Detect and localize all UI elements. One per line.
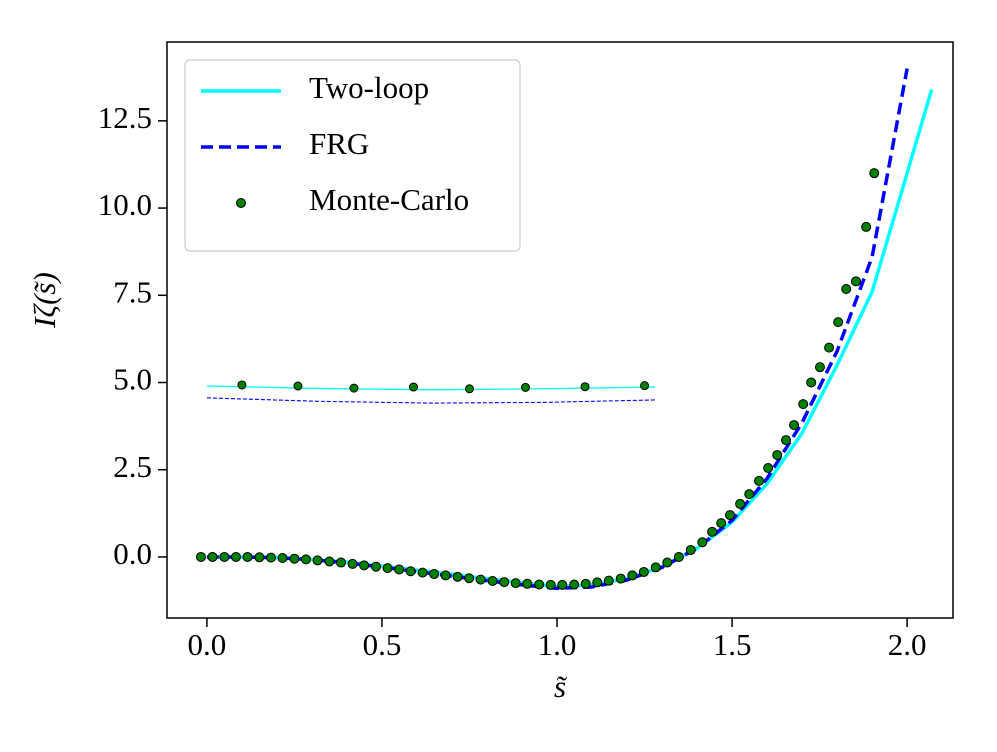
series-line [206, 397, 656, 404]
data-point [861, 221, 872, 232]
y-tick-label: 12.5 [98, 100, 152, 135]
data-point [824, 342, 835, 353]
data-point [408, 382, 418, 392]
plot-frame [166, 41, 954, 619]
data-point [650, 562, 661, 573]
data-point [685, 544, 696, 555]
data-point [851, 276, 862, 287]
data-point [382, 563, 393, 574]
data-point [336, 557, 347, 568]
data-point [293, 381, 303, 391]
legend-swatch [236, 198, 246, 208]
data-point [662, 557, 673, 568]
data-point [603, 575, 614, 586]
data-point [640, 381, 650, 391]
data-point [754, 475, 765, 486]
data-point [429, 569, 440, 580]
data-point [254, 552, 265, 563]
y-tick-label: 0.0 [113, 536, 152, 571]
y-tick-label: 5.0 [113, 362, 152, 397]
x-tick-label: 1.0 [538, 627, 577, 662]
x-tick-label: 0.0 [188, 627, 227, 662]
data-point [499, 577, 510, 588]
data-point [580, 382, 590, 392]
data-point [300, 554, 311, 565]
data-point [265, 552, 276, 563]
y-tick-label: 7.5 [113, 274, 152, 309]
data-point [510, 578, 521, 589]
data-point [724, 510, 735, 521]
data-point [349, 383, 359, 393]
data-point [312, 555, 323, 566]
data-point [464, 384, 474, 394]
data-point [545, 579, 556, 590]
data-point [869, 168, 880, 179]
data-point [716, 518, 727, 529]
data-point [475, 574, 486, 585]
legend-label: Two-loop [309, 70, 429, 105]
data-point [487, 576, 498, 587]
legend-box [184, 59, 521, 252]
data-point [521, 382, 531, 392]
data-point [324, 556, 335, 567]
data-point [592, 577, 603, 588]
data-point [230, 551, 241, 562]
data-point [237, 380, 247, 390]
data-point [580, 578, 591, 589]
data-point [789, 420, 800, 431]
data-point [744, 489, 755, 500]
data-point [405, 566, 416, 577]
data-point [814, 362, 825, 373]
data-point [277, 552, 288, 563]
data-point [347, 558, 358, 569]
legend-label: FRG [309, 126, 369, 161]
data-point [371, 561, 382, 572]
data-point [697, 537, 708, 548]
x-tick-label: 1.5 [713, 627, 752, 662]
data-point [833, 317, 844, 328]
data-point [289, 553, 300, 564]
data-point [638, 566, 649, 577]
data-point [534, 579, 545, 590]
data-point [359, 560, 370, 571]
x-axis-label: s̃ [554, 669, 568, 704]
y-tick-label: 2.5 [113, 449, 152, 484]
data-point [707, 526, 718, 537]
data-point [841, 284, 852, 295]
data-point [522, 578, 533, 589]
data-point [557, 579, 568, 590]
data-point [673, 551, 684, 562]
series-line [206, 385, 656, 391]
data-point [452, 571, 463, 582]
data-point [569, 579, 580, 590]
data-point [735, 498, 746, 509]
y-axis-label: Iζ(s̃) [27, 272, 62, 329]
y-tick-label: 10.0 [98, 187, 152, 222]
data-point [464, 573, 475, 584]
data-point [195, 551, 206, 562]
data-point [219, 551, 230, 562]
data-point [615, 573, 626, 584]
x-tick-label: 2.0 [888, 627, 927, 662]
data-point [763, 462, 774, 473]
data-point [207, 551, 218, 562]
data-point [242, 551, 253, 562]
data-point [798, 399, 809, 410]
data-point [780, 435, 791, 446]
data-point [806, 377, 817, 388]
data-point [772, 450, 783, 461]
data-point [394, 564, 405, 575]
legend-label: Monte-Carlo [309, 182, 469, 217]
data-point [627, 570, 638, 581]
data-point [417, 567, 428, 578]
series-line [206, 68, 909, 591]
data-point [440, 570, 451, 581]
x-tick-label: 0.5 [363, 627, 402, 662]
